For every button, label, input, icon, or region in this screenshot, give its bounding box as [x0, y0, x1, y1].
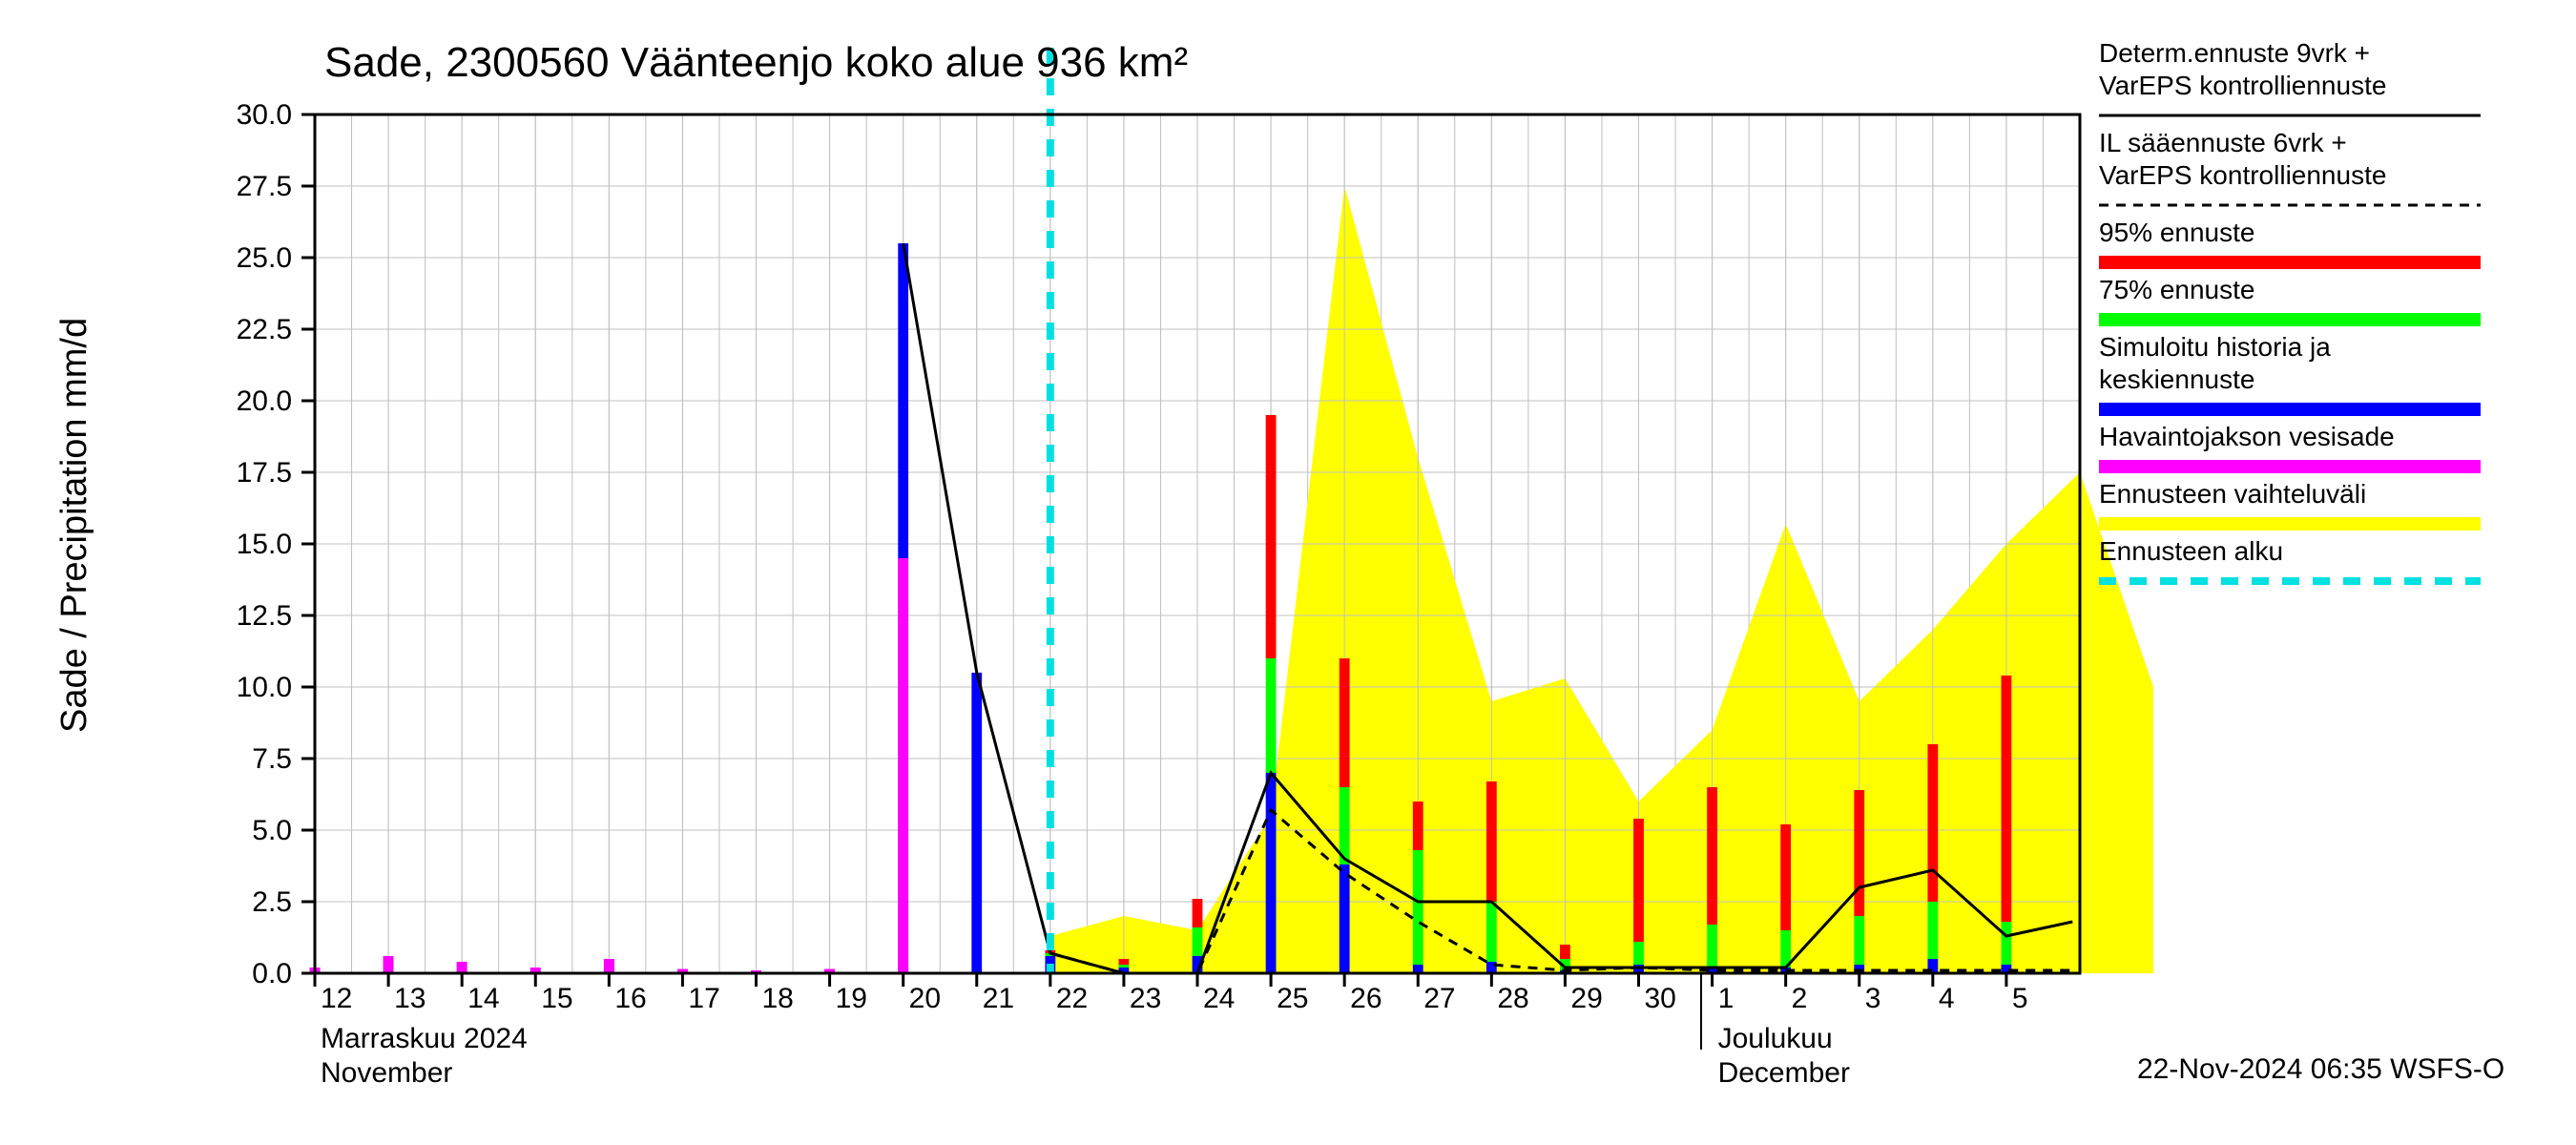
p95-bar — [1780, 824, 1791, 930]
p95-bar — [1119, 959, 1130, 965]
y-tick-label: 20.0 — [237, 385, 292, 417]
p95-bar — [1266, 415, 1277, 658]
chart-title: Sade, 2300560 Väänteenjo koko alue 936 k… — [324, 39, 1188, 86]
x-tick-label: 14 — [467, 983, 499, 1014]
y-tick-label: 7.5 — [252, 743, 292, 775]
y-tick-label: 2.5 — [252, 886, 292, 918]
y-tick-label: 25.0 — [237, 242, 292, 274]
legend-swatch — [2099, 517, 2481, 531]
x-tick-label: 13 — [394, 983, 426, 1014]
rain-bar — [384, 956, 394, 973]
y-tick-label: 10.0 — [237, 672, 292, 703]
x-tick-label: 24 — [1203, 983, 1235, 1014]
x-tick-label: 21 — [983, 983, 1014, 1014]
x-tick-label: 22 — [1056, 983, 1088, 1014]
x-tick-label: 23 — [1130, 983, 1161, 1014]
p95-bar — [1413, 802, 1423, 850]
rain-bar — [898, 558, 908, 973]
legend-label: keskiennuste — [2099, 364, 2254, 394]
month-label-en: November — [321, 1057, 452, 1089]
legend-label: 95% ennuste — [2099, 218, 2254, 247]
x-tick-label: 25 — [1277, 983, 1308, 1014]
p95-bar — [1927, 744, 1938, 902]
history-bar — [971, 673, 982, 973]
p95-bar — [1707, 787, 1717, 925]
y-tick-label: 30.0 — [237, 99, 292, 131]
x-tick-label: 26 — [1350, 983, 1381, 1014]
legend-label: Simuloitu historia ja — [2099, 332, 2331, 362]
x-tick-label: 18 — [762, 983, 794, 1014]
x-tick-label: 17 — [688, 983, 719, 1014]
x-tick-label: 1 — [1718, 983, 1735, 1014]
legend-swatch — [2099, 256, 2481, 269]
legend-label: Havaintojakson vesisade — [2099, 422, 2395, 451]
p95-bar — [1854, 790, 1864, 916]
p75-bar — [2002, 922, 2012, 965]
p75-bar — [1633, 942, 1644, 965]
p75-bar — [1927, 902, 1938, 959]
y-tick-label: 27.5 — [237, 171, 292, 202]
p75-bar — [1266, 658, 1277, 773]
p75-bar — [1413, 850, 1423, 965]
y-tick-label: 5.0 — [252, 815, 292, 846]
x-tick-label: 2 — [1792, 983, 1808, 1014]
chart-footer: 22-Nov-2024 06:35 WSFS-O — [2137, 1053, 2504, 1085]
p95-bar — [1486, 781, 1497, 902]
x-tick-label: 30 — [1645, 983, 1676, 1014]
month-label-en: December — [1718, 1057, 1850, 1089]
legend-label: 75% ennuste — [2099, 275, 2254, 304]
mean-bar — [1340, 864, 1350, 973]
x-tick-label: 15 — [541, 983, 572, 1014]
legend-swatch — [2099, 403, 2481, 416]
y-tick-label: 22.5 — [237, 314, 292, 345]
x-tick-label: 3 — [1865, 983, 1881, 1014]
x-tick-label: 5 — [2012, 983, 2028, 1014]
x-tick-label: 28 — [1497, 983, 1528, 1014]
x-tick-label: 4 — [1939, 983, 1955, 1014]
p75-bar — [1707, 925, 1717, 968]
p95-bar — [1560, 945, 1570, 959]
precipitation-forecast-chart: 0.0 2.5 5.0 7.5 10.0 12.5 15.0 17.5 20.0 22.5 25.0… — [0, 0, 2576, 1145]
p95-bar — [1193, 899, 1203, 927]
x-tick-label: 20 — [909, 983, 941, 1014]
mean-bar — [1266, 773, 1277, 973]
y-tick-label: 17.5 — [237, 457, 292, 489]
p95-bar — [1340, 658, 1350, 787]
x-tick-label: 19 — [836, 983, 867, 1014]
legend-label: VarEPS kontrolliennuste — [2099, 71, 2386, 100]
p75-bar — [1486, 902, 1497, 962]
p95-bar — [1633, 819, 1644, 942]
p75-bar — [1193, 927, 1203, 956]
legend-swatch — [2099, 460, 2481, 473]
chart-svg: 0.0 2.5 5.0 7.5 10.0 12.5 15.0 17.5 20.0 22.5 25.0… — [0, 0, 2576, 1145]
legend-label: Ennusteen vaihteluväli — [2099, 479, 2366, 509]
y-axis-label: Sade / Precipitation mm/d — [54, 318, 94, 733]
rain-bar — [457, 962, 467, 973]
p95-bar — [2002, 676, 2012, 922]
legend-label: Ennusteen alku — [2099, 536, 2283, 566]
legend-label: IL sääennuste 6vrk + — [2099, 128, 2347, 157]
legend-label: Determ.ennuste 9vrk + — [2099, 38, 2370, 68]
x-tick-label: 12 — [321, 983, 352, 1014]
y-tick-label: 15.0 — [237, 529, 292, 560]
x-tick-label: 16 — [614, 983, 646, 1014]
legend-swatch — [2099, 313, 2481, 326]
x-tick-label: 29 — [1570, 983, 1602, 1014]
p75-bar — [1119, 965, 1130, 968]
legend-label: VarEPS kontrolliennuste — [2099, 160, 2386, 190]
month-label-fi: Joulukuu — [1718, 1023, 1833, 1054]
rain-bar — [604, 959, 614, 973]
month-label-fi: Marraskuu 2024 — [321, 1023, 528, 1054]
y-tick-label: 0.0 — [252, 958, 292, 989]
x-tick-label: 27 — [1423, 983, 1455, 1014]
p75-bar — [1854, 916, 1864, 965]
y-tick-label: 12.5 — [237, 600, 292, 632]
